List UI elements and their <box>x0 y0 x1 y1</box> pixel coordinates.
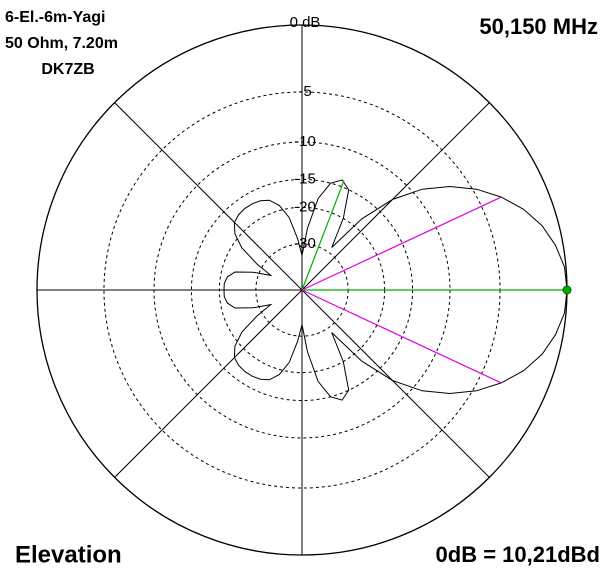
marker-dot <box>562 285 572 295</box>
marker-line <box>301 289 502 384</box>
ring-label: -5 <box>298 83 311 100</box>
ring-label: -20 <box>294 198 316 215</box>
marker-line <box>301 196 502 291</box>
author: DK7ZB <box>41 61 94 78</box>
frequency: 50,150 MHz <box>479 14 598 39</box>
marker-line <box>301 180 345 291</box>
antenna-spec: 50 Ohm, 7.20m <box>5 35 118 52</box>
ring-label: -15 <box>294 170 316 187</box>
ring-label: 0 dB <box>290 14 321 31</box>
antenna-name: 6-El.-6m-Yagi <box>5 9 105 26</box>
plane: Elevation <box>15 541 122 568</box>
ring-label: -10 <box>294 133 316 150</box>
reference: 0dB = 10,21dBd <box>436 542 600 567</box>
pattern <box>223 179 568 401</box>
